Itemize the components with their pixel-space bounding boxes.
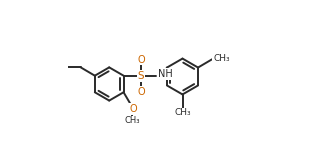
Text: S: S <box>138 71 144 81</box>
Text: CH₃: CH₃ <box>213 54 230 63</box>
Text: NH: NH <box>158 69 172 79</box>
Text: O: O <box>129 104 137 114</box>
Text: CH₃: CH₃ <box>174 108 191 117</box>
Text: O: O <box>137 87 145 97</box>
Text: CH₃: CH₃ <box>124 116 140 125</box>
Text: O: O <box>137 54 145 65</box>
